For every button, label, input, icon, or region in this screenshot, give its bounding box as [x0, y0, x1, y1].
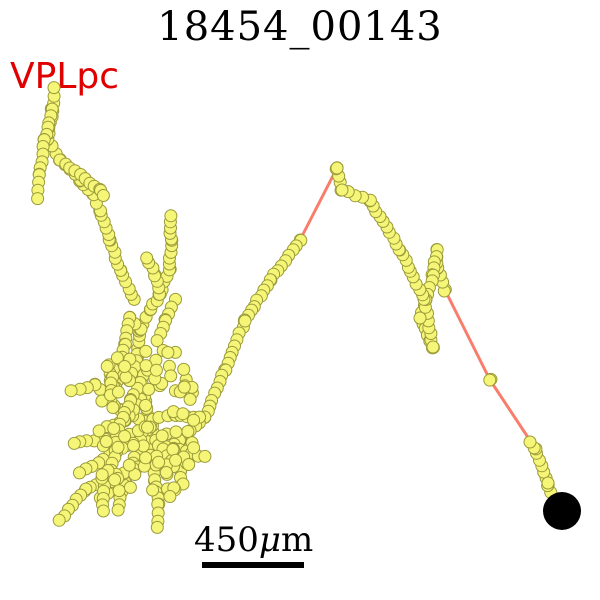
trace-node [414, 312, 426, 324]
trace-node [142, 421, 154, 433]
trace-node [153, 456, 165, 468]
trace-node [140, 399, 152, 411]
trace-node [101, 360, 113, 372]
trace-node [170, 454, 182, 466]
trace-node [170, 426, 182, 438]
trace-node [141, 252, 153, 264]
trace-node [120, 371, 132, 383]
trace-node [112, 441, 124, 453]
trace-node [96, 469, 108, 481]
trace-node [53, 514, 65, 526]
trace-node [109, 474, 121, 486]
trace-node [68, 437, 80, 449]
trace-node [100, 436, 112, 448]
trace-node [97, 505, 109, 517]
trace-node [140, 345, 152, 357]
trace-node [484, 374, 496, 386]
trace-node [199, 450, 211, 462]
trace-node [239, 315, 251, 327]
trace-node [123, 459, 135, 471]
trace-node [65, 385, 77, 397]
trace-node [331, 162, 343, 174]
trace-node [128, 440, 140, 452]
trace-node [119, 430, 131, 442]
trace-node [183, 459, 195, 471]
trace-nodes [32, 82, 568, 534]
trace-node [427, 341, 439, 353]
trace-node [182, 426, 194, 438]
trace-node [113, 485, 125, 497]
trace-node [188, 414, 200, 426]
trace-node [178, 381, 190, 393]
trace-node [156, 430, 168, 442]
scale-bar-label: 450μm [194, 520, 313, 560]
trace-node [165, 370, 177, 382]
trace-node [143, 383, 155, 395]
trace-node [147, 484, 159, 496]
trace-node [48, 82, 60, 94]
trace-node [164, 491, 176, 503]
trace-node [93, 425, 105, 437]
trace-node [151, 521, 163, 533]
trace-node [167, 444, 179, 456]
trace-node [150, 364, 162, 376]
trace-node [97, 190, 109, 202]
trace-node [162, 347, 174, 359]
trace-node [32, 193, 44, 205]
trace-node [140, 452, 152, 464]
trace-node [184, 393, 196, 405]
trace-segment [160, 168, 562, 511]
trace-node [542, 477, 554, 489]
trace-node [112, 386, 124, 398]
scale-bar [202, 562, 304, 568]
trace-node [178, 363, 190, 375]
trace-node [119, 361, 131, 373]
trace-node [74, 467, 86, 479]
trace-node [112, 504, 124, 516]
trace-node [524, 436, 536, 448]
trace-node [160, 467, 172, 479]
trace-node [177, 408, 189, 420]
trace-node [108, 423, 120, 435]
trace-node [124, 481, 136, 493]
soma-marker [543, 492, 581, 530]
trace-node [165, 210, 177, 222]
trace-node [336, 184, 348, 196]
trace-node [107, 402, 119, 414]
trace-node [188, 442, 200, 454]
